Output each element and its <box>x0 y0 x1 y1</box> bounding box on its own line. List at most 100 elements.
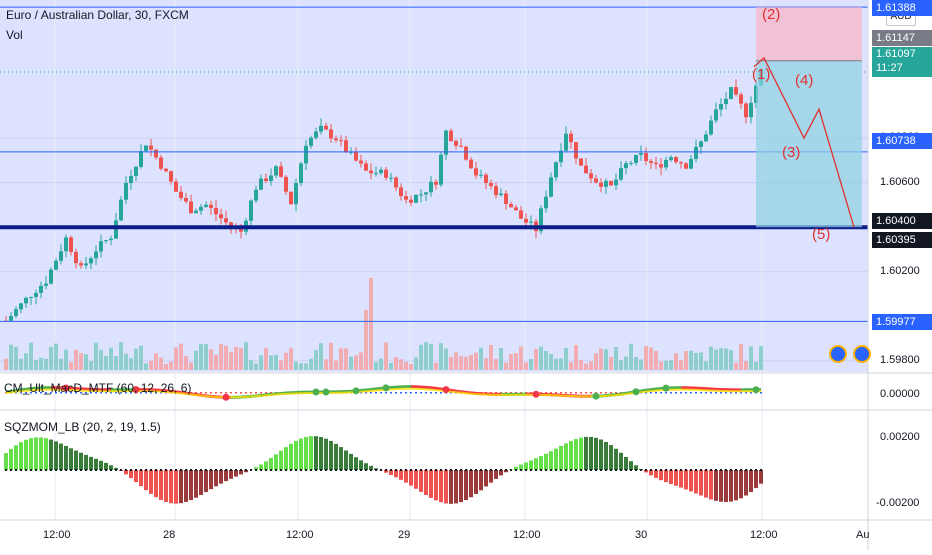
squeeze-dot <box>370 469 372 471</box>
price-tag: 1.61388 <box>872 0 932 16</box>
signal-line-segment <box>451 392 456 393</box>
candle-body <box>494 186 498 195</box>
volume-bar <box>114 356 118 370</box>
candle-body <box>124 183 128 200</box>
macd-histogram <box>390 392 392 394</box>
squeeze-dot <box>205 469 207 471</box>
candle-body <box>34 293 38 297</box>
volume-bar <box>244 342 248 370</box>
squeeze-dot <box>500 469 502 471</box>
candle-body <box>569 134 573 142</box>
volume-bar <box>154 353 158 370</box>
volume-bar <box>424 342 428 370</box>
candle-body <box>389 178 393 179</box>
squeeze-dot <box>210 469 212 471</box>
candle-body <box>139 151 143 167</box>
volume-bar <box>374 362 378 370</box>
volume-bar <box>229 352 233 370</box>
candle-body <box>209 205 213 208</box>
candle-body <box>49 270 53 284</box>
candle-body <box>284 177 288 192</box>
volume-bar <box>664 361 668 370</box>
candle-body <box>529 222 533 223</box>
momentum-bar <box>479 470 483 490</box>
macd-indicator-title[interactable]: CM_Ult_MacD_MTF (60, 12, 26, 6) <box>4 381 191 395</box>
volume-bar <box>494 359 498 370</box>
volume-bar <box>264 348 268 370</box>
squeeze-dot <box>15 469 17 471</box>
squeeze-dot <box>5 469 7 471</box>
momentum-bar <box>724 470 728 502</box>
momentum-bar <box>524 462 528 470</box>
squeeze-dot <box>620 469 622 471</box>
event-icon <box>854 346 870 362</box>
candle-body <box>184 198 188 202</box>
momentum-bar <box>609 445 613 470</box>
squeeze-dot <box>40 469 42 471</box>
squeeze-dot <box>535 469 537 471</box>
volume-bar <box>329 343 333 370</box>
candle-body <box>689 159 693 169</box>
candle-body <box>624 163 628 168</box>
candle-body <box>744 104 748 118</box>
candle-body <box>359 161 363 164</box>
squeeze-dot <box>690 469 692 471</box>
squeeze-dot <box>420 469 422 471</box>
squeeze-dot <box>220 469 222 471</box>
volume-bar <box>624 356 628 370</box>
macd-histogram <box>405 392 407 394</box>
volume-bar <box>589 361 593 370</box>
squeeze-dot <box>605 469 607 471</box>
macd-histogram <box>210 392 212 394</box>
candle-body <box>649 161 653 163</box>
squeeze-dot <box>480 469 482 471</box>
momentum-bar <box>64 446 68 470</box>
volume-bar <box>539 347 543 370</box>
volume-bar <box>124 354 128 370</box>
squeeze-dot <box>675 469 677 471</box>
momentum-bar <box>189 470 193 500</box>
candle-body <box>604 181 608 187</box>
macd-histogram <box>605 392 607 394</box>
squeeze-dot <box>365 469 367 471</box>
volume-bar <box>69 362 73 370</box>
sqzmom-indicator-title[interactable]: SQZMOM_LB (20, 2, 19, 1.5) <box>4 420 161 434</box>
candle-body <box>189 202 193 214</box>
squeeze-dot <box>455 469 457 471</box>
squeeze-dot <box>490 469 492 471</box>
momentum-bar <box>454 470 458 503</box>
macd-histogram <box>435 392 437 394</box>
volume-bar <box>474 353 478 370</box>
volume-bar <box>534 349 538 370</box>
candle-body <box>129 176 133 183</box>
macd-histogram <box>590 392 592 394</box>
macd-histogram <box>580 392 582 394</box>
momentum-bar <box>94 459 98 470</box>
squeeze-dot <box>270 469 272 471</box>
volume-bar <box>464 357 468 370</box>
candle-body <box>74 252 78 263</box>
candle-body <box>149 146 153 150</box>
squeeze-dot <box>685 469 687 471</box>
squeeze-dot <box>155 469 157 471</box>
macd-histogram <box>565 392 567 394</box>
candle-body <box>84 263 88 265</box>
macd-histogram <box>660 392 662 394</box>
short-position-tool[interactable] <box>756 7 862 227</box>
momentum-bar <box>459 470 463 502</box>
squeeze-dot <box>315 469 317 471</box>
macd-histogram <box>575 392 577 394</box>
candle-body <box>109 239 113 240</box>
volume-bar <box>384 342 388 370</box>
signal-line-segment <box>621 394 626 395</box>
candle-body <box>654 163 658 164</box>
volume-bar <box>79 353 83 370</box>
volume-bar <box>579 360 583 370</box>
volume-bar <box>414 357 418 370</box>
momentum-bar <box>589 437 593 470</box>
volume-bar <box>669 360 673 370</box>
momentum-bar <box>414 470 418 489</box>
wave-label: (2) <box>762 6 780 23</box>
